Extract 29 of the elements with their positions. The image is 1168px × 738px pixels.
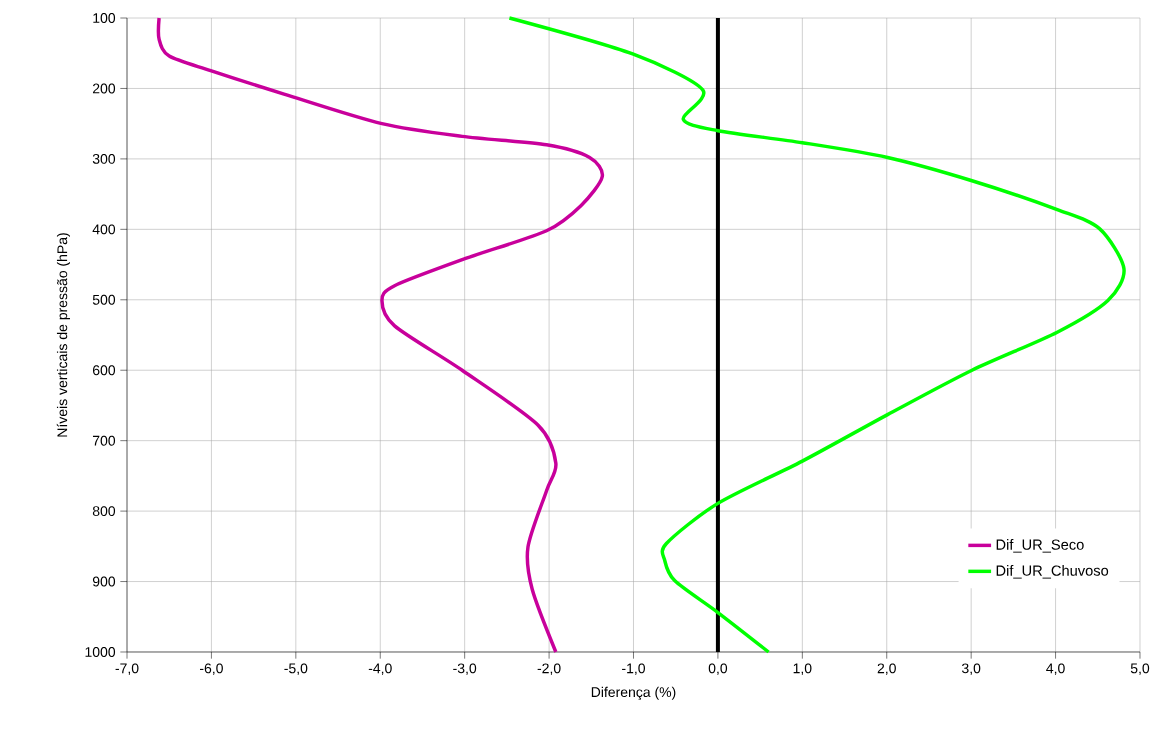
x-tick-label: 4,0 [1046,663,1065,675]
line-series [156,16,604,654]
y-tick-label: 800 [92,506,116,517]
line-series [507,16,1126,654]
x-tick-label: -4,0 [368,663,392,675]
x-tick-label: -5,0 [284,663,308,675]
y-tick-label: 900 [92,576,116,587]
y-axis-title: Níveis verticais de pressão (hPa) [56,233,70,437]
legend-label: Dif_UR_Seco [996,539,1084,553]
y-tick-label: 500 [92,294,116,305]
y-tick-label: 200 [92,83,116,94]
x-tick-label: -1,0 [622,663,646,675]
y-tick-label: 100 [93,13,116,23]
y-tick-label: 600 [92,365,116,376]
x-axis-title: Diferença (%) [591,686,676,700]
legend-label: Dif_UR_Chuvoso [996,565,1109,579]
y-tick-label: 1000 [85,647,116,657]
x-tick-label: -6,0 [199,663,223,675]
x-tick-label: 3,0 [961,663,981,675]
x-tick-label: 5,0 [1130,663,1150,675]
x-tick-label: -3,0 [453,663,477,675]
x-tick-label: 0,0 [708,663,728,675]
y-tick-label: 300 [92,153,116,164]
y-tick-label: 700 [92,435,116,446]
x-tick-label: 2,0 [877,663,896,675]
x-tick-label: -7,0 [115,663,139,675]
x-tick-label: -2,0 [537,663,561,675]
y-tick-label: 400 [92,224,116,235]
x-tick-label: 1,0 [793,663,812,675]
